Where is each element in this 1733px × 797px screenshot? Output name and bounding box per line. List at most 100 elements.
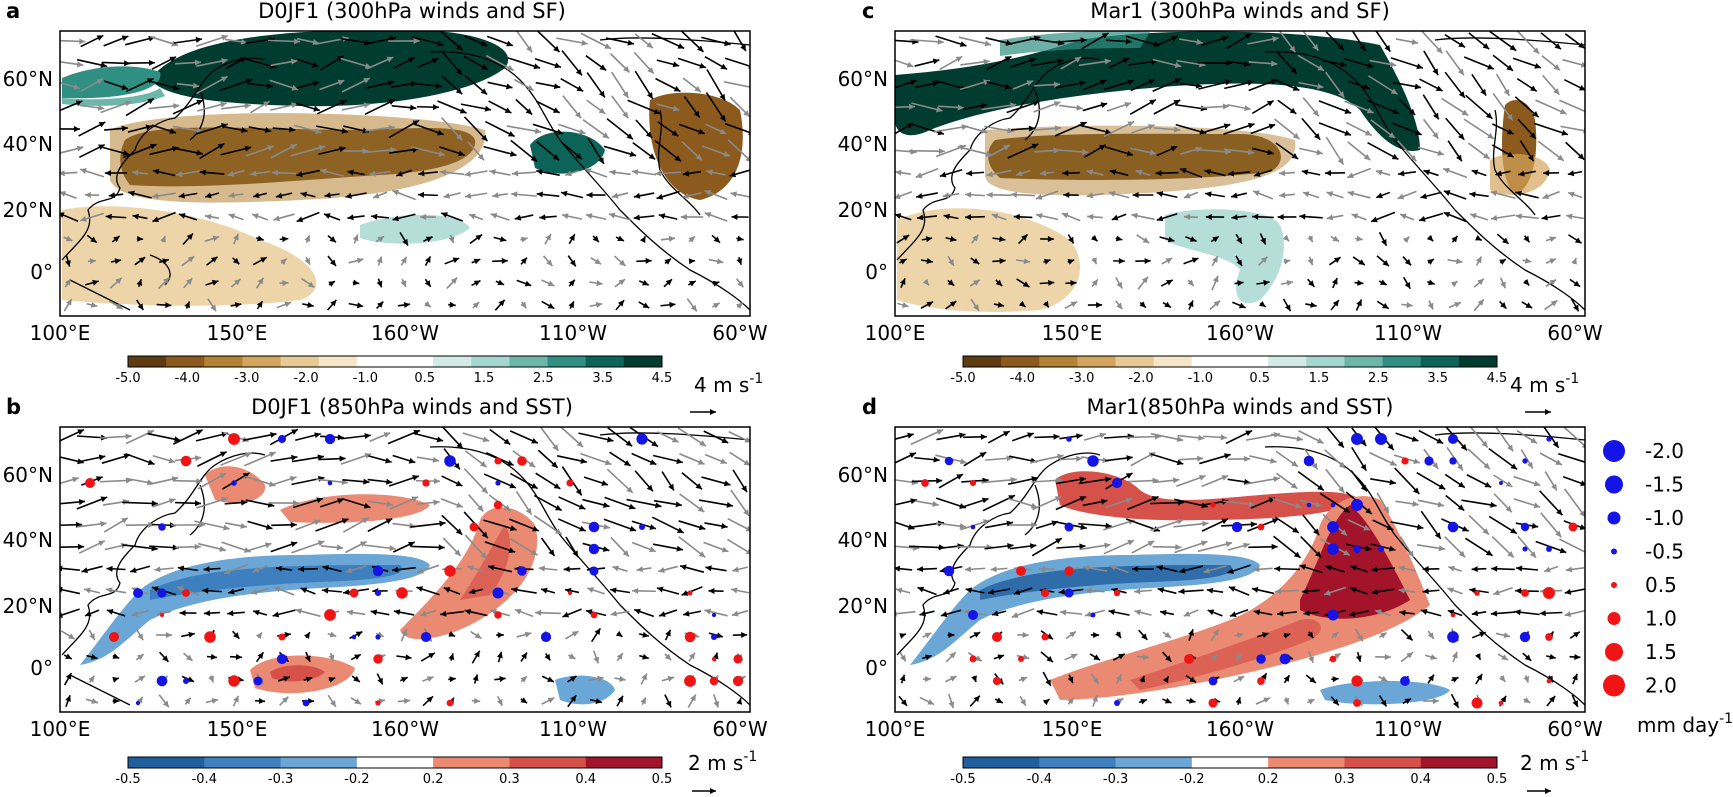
wind-vector-head <box>97 104 105 111</box>
wind-vector-head <box>490 212 498 219</box>
wind-vector-head <box>676 527 684 533</box>
wind-vector-head <box>895 587 903 594</box>
wind-vector-head <box>488 564 495 571</box>
wind-vector-head <box>426 696 433 703</box>
panel-title-b: D0JF1 (850hPa winds and SST) <box>251 395 573 419</box>
wind-vector-head <box>456 68 463 76</box>
colorbar-frame <box>127 355 663 368</box>
wind-vector-head <box>1502 237 1509 244</box>
wind-vector-head <box>973 695 980 703</box>
wind-vector-head <box>627 39 634 46</box>
wind-vector-head <box>720 458 727 464</box>
wind-vector-head <box>388 124 395 131</box>
wind-vector-head <box>942 192 950 199</box>
wind-vector-head <box>386 501 393 507</box>
sf-positive-subtropical <box>1165 209 1284 304</box>
wind-vector-head <box>1313 528 1320 536</box>
wind-vector-head <box>1228 586 1236 592</box>
wind-vector-head <box>1260 673 1267 680</box>
wind-vector-head <box>629 151 637 157</box>
lat-tick-label: 60°N <box>838 67 888 91</box>
wind-scale-a: 4 m s-1 <box>690 371 763 415</box>
precip-dot <box>493 500 503 510</box>
wind-vector-head <box>417 567 424 574</box>
precip-dot <box>1111 477 1123 489</box>
wind-vector-head <box>1359 44 1366 52</box>
sst-cool-east-equatorial <box>555 675 615 705</box>
wind-vector-head <box>1202 520 1209 527</box>
wind-vector-head <box>654 502 662 509</box>
wind-vector-head <box>1022 654 1030 660</box>
wind-vector-head <box>1566 213 1573 220</box>
wind-vector-head <box>105 213 112 220</box>
wind-vector-head <box>1475 256 1482 264</box>
wind-vector-head <box>184 301 190 309</box>
wind-vector-head <box>1203 567 1211 574</box>
wind-vector-head <box>97 144 105 151</box>
wind-vector-head <box>1317 83 1324 90</box>
precip-dots-d <box>921 433 1578 709</box>
wind-vector-head <box>1382 259 1389 267</box>
lon-tick-label: 110°W <box>1374 717 1442 741</box>
lon-tick-label: 110°W <box>539 717 607 741</box>
wind-vector-head <box>532 525 539 532</box>
precip-dot <box>469 522 479 532</box>
wind-vector-head <box>1477 299 1484 306</box>
wind-vector-head <box>260 257 267 263</box>
wind-vector-head <box>623 66 630 73</box>
wind-vector-head <box>1410 154 1417 162</box>
wind-vector-head <box>290 144 297 150</box>
wind-vector-head <box>392 215 400 222</box>
wind-vector-head <box>1079 476 1086 483</box>
wind-vector-head <box>84 191 91 198</box>
wind-vector-head <box>373 192 380 199</box>
lat-tick-label: 0° <box>30 656 53 680</box>
wind-vector-head <box>508 547 516 554</box>
wind-vector-head <box>895 610 897 617</box>
precip-dot <box>1351 675 1363 687</box>
precip-legend-label: -0.5 <box>1645 540 1684 564</box>
wind-vector-head <box>576 85 584 92</box>
colorbar-tick-label: 0.5 <box>414 371 435 386</box>
precip-dot <box>1353 545 1361 553</box>
wind-vector-head <box>1384 44 1391 52</box>
wind-vector-head <box>1505 505 1512 513</box>
panel-c: c Mar1 (300hPa winds and SF) <box>862 0 1586 317</box>
wind-vector-head <box>1091 234 1098 242</box>
wind-vector-head <box>1070 301 1078 308</box>
wind-vector-head <box>171 476 179 483</box>
wind-vector-head <box>672 61 680 68</box>
wind-vector-head <box>1549 696 1556 703</box>
wind-vector-head <box>202 587 209 594</box>
wind-vector-head <box>1142 654 1149 660</box>
colorbar-tick-label: -0.2 <box>1179 772 1204 787</box>
wind-vector-head <box>1293 551 1301 558</box>
wind-vector-head <box>307 698 315 704</box>
wind-vector-head <box>100 62 107 68</box>
wind-vector-head <box>1448 565 1455 572</box>
map-b <box>60 427 750 708</box>
wind-vector-head <box>291 84 299 91</box>
wind-vector-head <box>234 302 242 309</box>
wind-vector-head <box>346 609 354 616</box>
wind-vector-head <box>149 143 157 150</box>
wind-vector-head <box>220 76 228 82</box>
wind-vector-head <box>1471 169 1479 176</box>
wind-vector-head <box>370 609 378 616</box>
wind-vector-head <box>95 476 103 482</box>
lat-tick-label: 20°N <box>3 594 53 618</box>
wind-vector-head <box>656 586 664 593</box>
wind-vector-head <box>1207 609 1215 616</box>
wind-vector-head <box>1573 304 1579 312</box>
wind-vector-head <box>1031 143 1039 150</box>
map-frame-b <box>59 426 751 713</box>
wind-vector-head <box>625 440 633 447</box>
wind-vector-head <box>587 587 594 593</box>
colorbar-tick-label: 0.5 <box>652 772 673 787</box>
wind-vector-head <box>481 134 488 142</box>
wind-vector-head <box>354 698 361 705</box>
wind-vector-head <box>78 498 86 505</box>
wind-vector-head <box>1457 504 1465 511</box>
wind-vector-head <box>1067 697 1074 705</box>
wind-vector-head <box>622 91 629 98</box>
